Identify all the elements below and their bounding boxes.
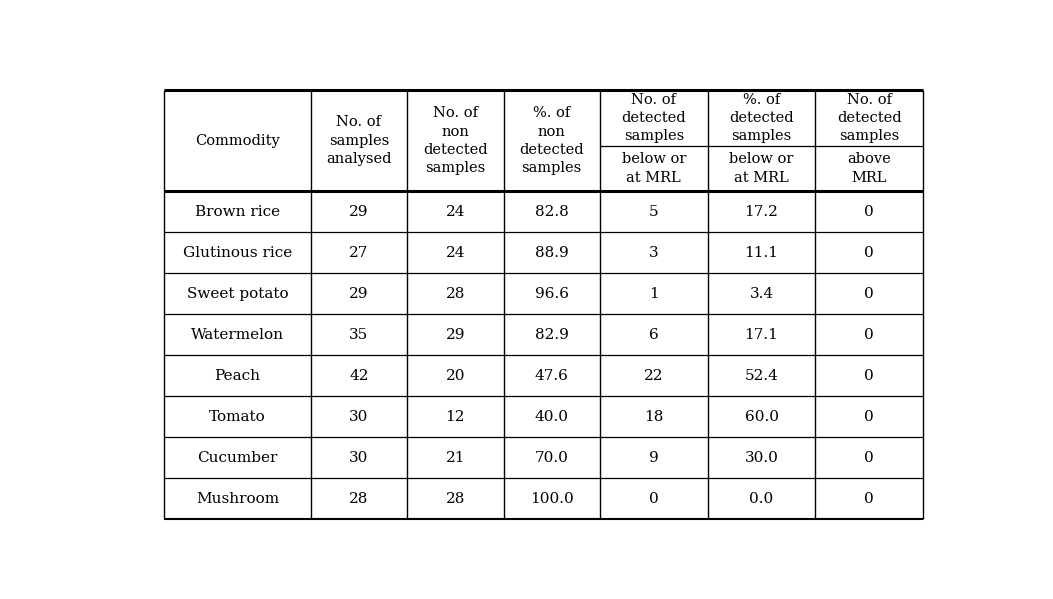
Text: 82.9: 82.9 (535, 328, 569, 341)
Text: Mushroom: Mushroom (196, 492, 279, 506)
Text: 30.0: 30.0 (744, 450, 778, 465)
Text: Glutinous rice: Glutinous rice (183, 246, 292, 259)
Text: 24: 24 (445, 205, 465, 219)
Text: 0: 0 (865, 492, 874, 506)
Text: 0: 0 (865, 205, 874, 219)
Text: 29: 29 (350, 287, 369, 301)
Text: 0: 0 (865, 246, 874, 259)
Text: 30: 30 (350, 450, 369, 465)
Text: %. of
detected
samples: %. of detected samples (730, 93, 794, 143)
Text: 22: 22 (644, 369, 663, 383)
Text: 40.0: 40.0 (535, 410, 569, 423)
Text: Watermelon: Watermelon (191, 328, 284, 341)
Text: No. of
detected
samples: No. of detected samples (837, 93, 901, 143)
Text: 11.1: 11.1 (744, 246, 778, 259)
Text: 12: 12 (445, 410, 465, 423)
Text: 28: 28 (445, 492, 465, 506)
Text: 0.0: 0.0 (750, 492, 774, 506)
Text: 28: 28 (350, 492, 369, 506)
Text: 0: 0 (865, 410, 874, 423)
Text: 82.8: 82.8 (535, 205, 569, 219)
Text: 0: 0 (865, 450, 874, 465)
Text: 21: 21 (445, 450, 465, 465)
Text: 3: 3 (649, 246, 658, 259)
Text: Tomato: Tomato (210, 410, 265, 423)
Text: Peach: Peach (215, 369, 260, 383)
Text: 28: 28 (445, 287, 465, 301)
Text: 6: 6 (649, 328, 659, 341)
Text: 35: 35 (350, 328, 369, 341)
Text: 29: 29 (350, 205, 369, 219)
Text: above
MRL: above MRL (848, 152, 891, 184)
Text: Brown rice: Brown rice (195, 205, 280, 219)
Text: below or
at MRL: below or at MRL (621, 152, 686, 184)
Text: below or
at MRL: below or at MRL (730, 152, 794, 184)
Text: 1: 1 (649, 287, 659, 301)
Text: 27: 27 (350, 246, 369, 259)
Text: 18: 18 (644, 410, 663, 423)
Text: 30: 30 (350, 410, 369, 423)
Text: 5: 5 (649, 205, 658, 219)
Text: 9: 9 (649, 450, 659, 465)
Text: 70.0: 70.0 (535, 450, 569, 465)
Text: 17.1: 17.1 (744, 328, 778, 341)
Text: 100.0: 100.0 (530, 492, 574, 506)
Text: Sweet potato: Sweet potato (186, 287, 289, 301)
Text: 17.2: 17.2 (744, 205, 778, 219)
Text: 0: 0 (865, 287, 874, 301)
Text: 60.0: 60.0 (744, 410, 778, 423)
Text: Commodity: Commodity (195, 134, 280, 148)
Text: 0: 0 (649, 492, 659, 506)
Text: 88.9: 88.9 (535, 246, 569, 259)
Text: No. of
non
detected
samples: No. of non detected samples (423, 106, 488, 176)
Text: 29: 29 (445, 328, 465, 341)
Text: %. of
non
detected
samples: %. of non detected samples (519, 106, 584, 176)
Text: 0: 0 (865, 369, 874, 383)
Text: 42: 42 (350, 369, 369, 383)
Text: No. of
detected
samples: No. of detected samples (621, 93, 687, 143)
Text: 24: 24 (445, 246, 465, 259)
Text: 52.4: 52.4 (744, 369, 778, 383)
Text: Cucumber: Cucumber (197, 450, 278, 465)
Text: No. of
samples
analysed: No. of samples analysed (326, 116, 392, 166)
Text: 3.4: 3.4 (750, 287, 774, 301)
Text: 96.6: 96.6 (535, 287, 569, 301)
Text: 20: 20 (445, 369, 465, 383)
Text: 47.6: 47.6 (535, 369, 569, 383)
Text: 0: 0 (865, 328, 874, 341)
